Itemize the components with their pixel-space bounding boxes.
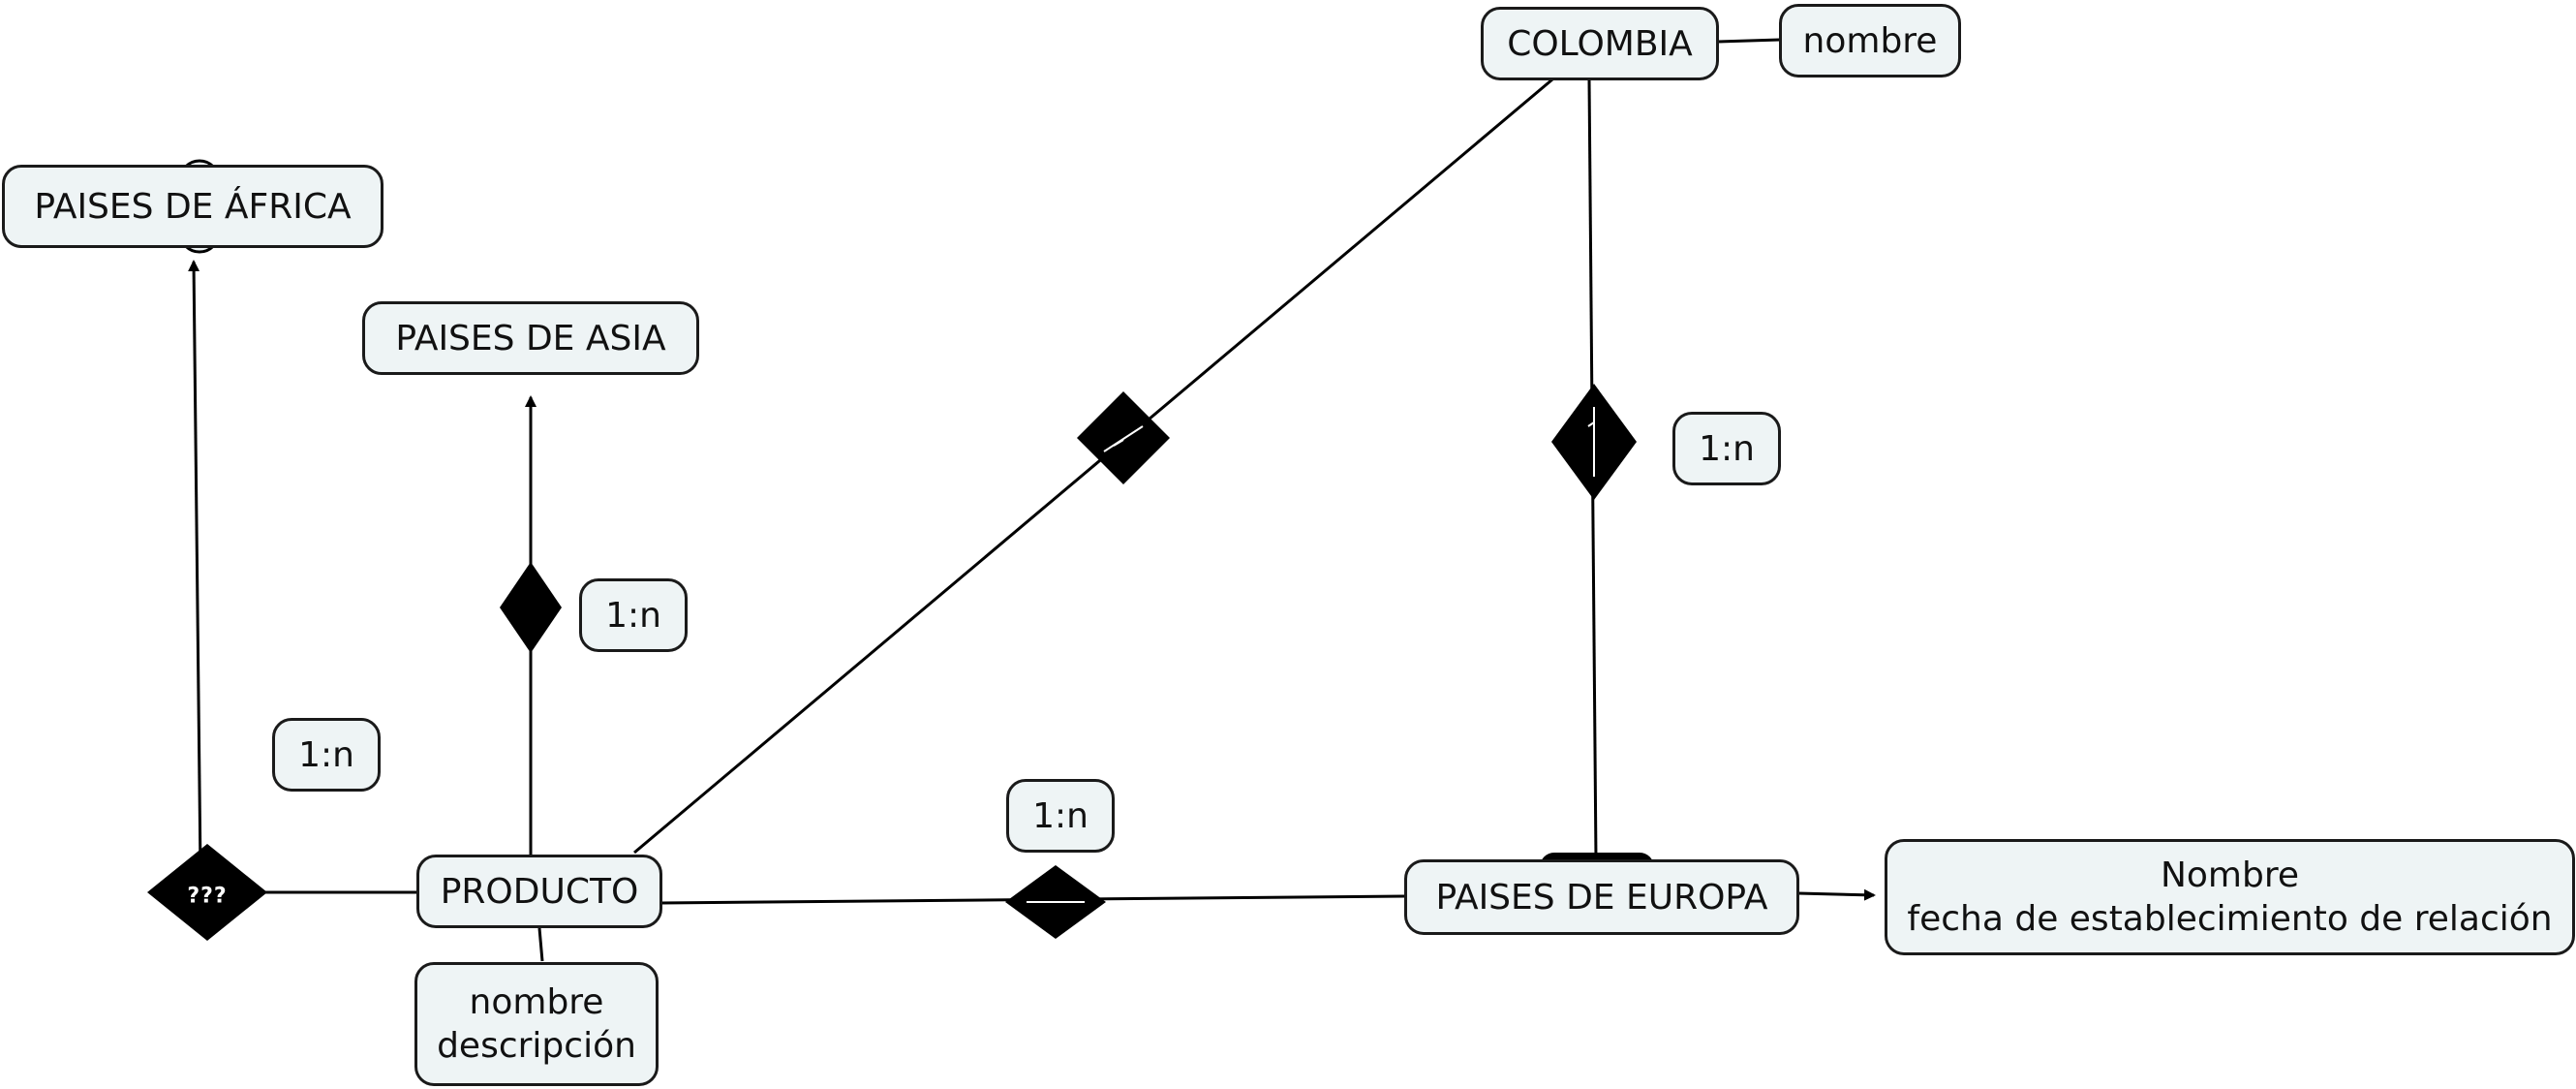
relationship-diamond-producto-africa [147, 844, 267, 941]
relationship-attr-fecha: fecha de establecimiento de relación [1907, 899, 2553, 939]
diamond-speckle-2 [1587, 407, 1595, 477]
entity-producto[interactable]: PRODUCTO [416, 855, 662, 928]
entity-asia-label: PAISES DE ASIA [395, 318, 666, 358]
cardinality-producto-africa: 1:n [272, 718, 381, 792]
entity-producto-label: PRODUCTO [440, 871, 639, 912]
cardinality-producto-asia: 1:n [579, 578, 688, 652]
edge-diamond-africa [188, 260, 202, 873]
cardinality-colombia-europa-label: 1:n [1699, 428, 1755, 469]
cardinality-producto-asia-label: 1:n [605, 595, 661, 636]
relationship-mark-africa: ??? [187, 884, 228, 909]
cardinality-producto-africa-label: 1:n [298, 734, 354, 775]
edge-producto-attrs [537, 927, 544, 962]
cardinality-producto-europa-label: 1:n [1032, 795, 1089, 836]
entity-colombia[interactable]: COLOMBIA [1481, 7, 1719, 80]
attribute-colombia-nombre[interactable]: nombre [1779, 4, 1961, 78]
entity-paises-de-asia[interactable]: PAISES DE ASIA [362, 301, 699, 375]
entity-africa-label: PAISES DE ÁFRICA [34, 186, 352, 227]
edge-producto-colombia [633, 78, 1553, 855]
attribute-producto[interactable]: nombre descripción [414, 962, 659, 1086]
attribute-producto-descripcion: descripción [437, 1026, 636, 1066]
cardinality-producto-europa: 1:n [1006, 779, 1115, 853]
entity-paises-de-africa[interactable]: PAISES DE ÁFRICA [2, 165, 383, 248]
entity-paises-de-europa[interactable]: PAISES DE EUROPA [1404, 859, 1799, 935]
entity-colombia-label: COLOMBIA [1507, 23, 1693, 64]
relationship-diamond-producto-asia [500, 562, 562, 653]
cardinality-colombia-europa: 1:n [1672, 412, 1781, 485]
relationship-attr-nombre: Nombre [2160, 856, 2300, 895]
entity-europa-label: PAISES DE EUROPA [1435, 877, 1768, 918]
edge-europa-relation [1797, 888, 1876, 901]
edge-colombia-attr [1716, 38, 1781, 44]
relationship-attributes[interactable]: Nombre fecha de establecimiento de relac… [1885, 839, 2575, 955]
diamond-speckle-1 [1103, 425, 1144, 452]
attribute-producto-nombre: nombre [469, 982, 604, 1022]
attribute-colombia-nombre-label: nombre [1802, 20, 1938, 61]
